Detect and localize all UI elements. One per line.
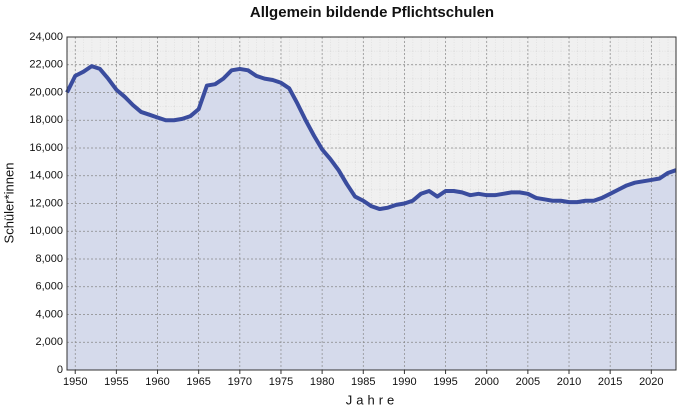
- y-tick-label: 6,000: [35, 281, 63, 293]
- y-tick-label: 8,000: [35, 253, 63, 265]
- y-tick-label: 18,000: [29, 114, 63, 126]
- x-axis-label: Jahre: [346, 392, 399, 407]
- y-tick-label: 14,000: [29, 170, 63, 182]
- x-tick-label: 1960: [145, 376, 169, 388]
- x-tick-label: 2000: [474, 376, 498, 388]
- y-axis-label: Schüler*innen: [1, 163, 16, 244]
- plot-frame: [66, 36, 677, 371]
- y-tick-label: 16,000: [29, 142, 63, 154]
- y-tick-label: 0: [57, 364, 63, 376]
- x-tick-label: 1955: [104, 376, 128, 388]
- x-tick-label: 1965: [186, 376, 210, 388]
- y-tick-label: 22,000: [29, 59, 63, 71]
- y-tick-label: 20,000: [29, 86, 63, 98]
- x-tick-label: 1995: [433, 376, 457, 388]
- line: [65, 64, 677, 212]
- x-tick-label: 1950: [63, 376, 87, 388]
- y-tick-label: 4,000: [35, 308, 63, 320]
- x-tick-label: 1970: [228, 376, 252, 388]
- x-tick-label: 1975: [269, 376, 293, 388]
- y-tick-label: 10,000: [29, 225, 63, 237]
- y-tick-label: 24,000: [29, 31, 63, 43]
- y-tick-label: 2,000: [35, 336, 63, 348]
- chart-title: Allgemein bildende Pflichtschulen: [250, 4, 494, 21]
- x-tick-label: 1980: [310, 376, 334, 388]
- x-tick-label: 2015: [598, 376, 622, 388]
- y-tick-label: 12,000: [29, 197, 63, 209]
- x-tick-label: 2020: [639, 376, 663, 388]
- x-tick-label: 2010: [557, 376, 581, 388]
- area: [67, 66, 676, 370]
- x-tick-label: 1990: [392, 376, 416, 388]
- x-tick-label: 2005: [516, 376, 540, 388]
- x-tick-label: 1985: [351, 376, 375, 388]
